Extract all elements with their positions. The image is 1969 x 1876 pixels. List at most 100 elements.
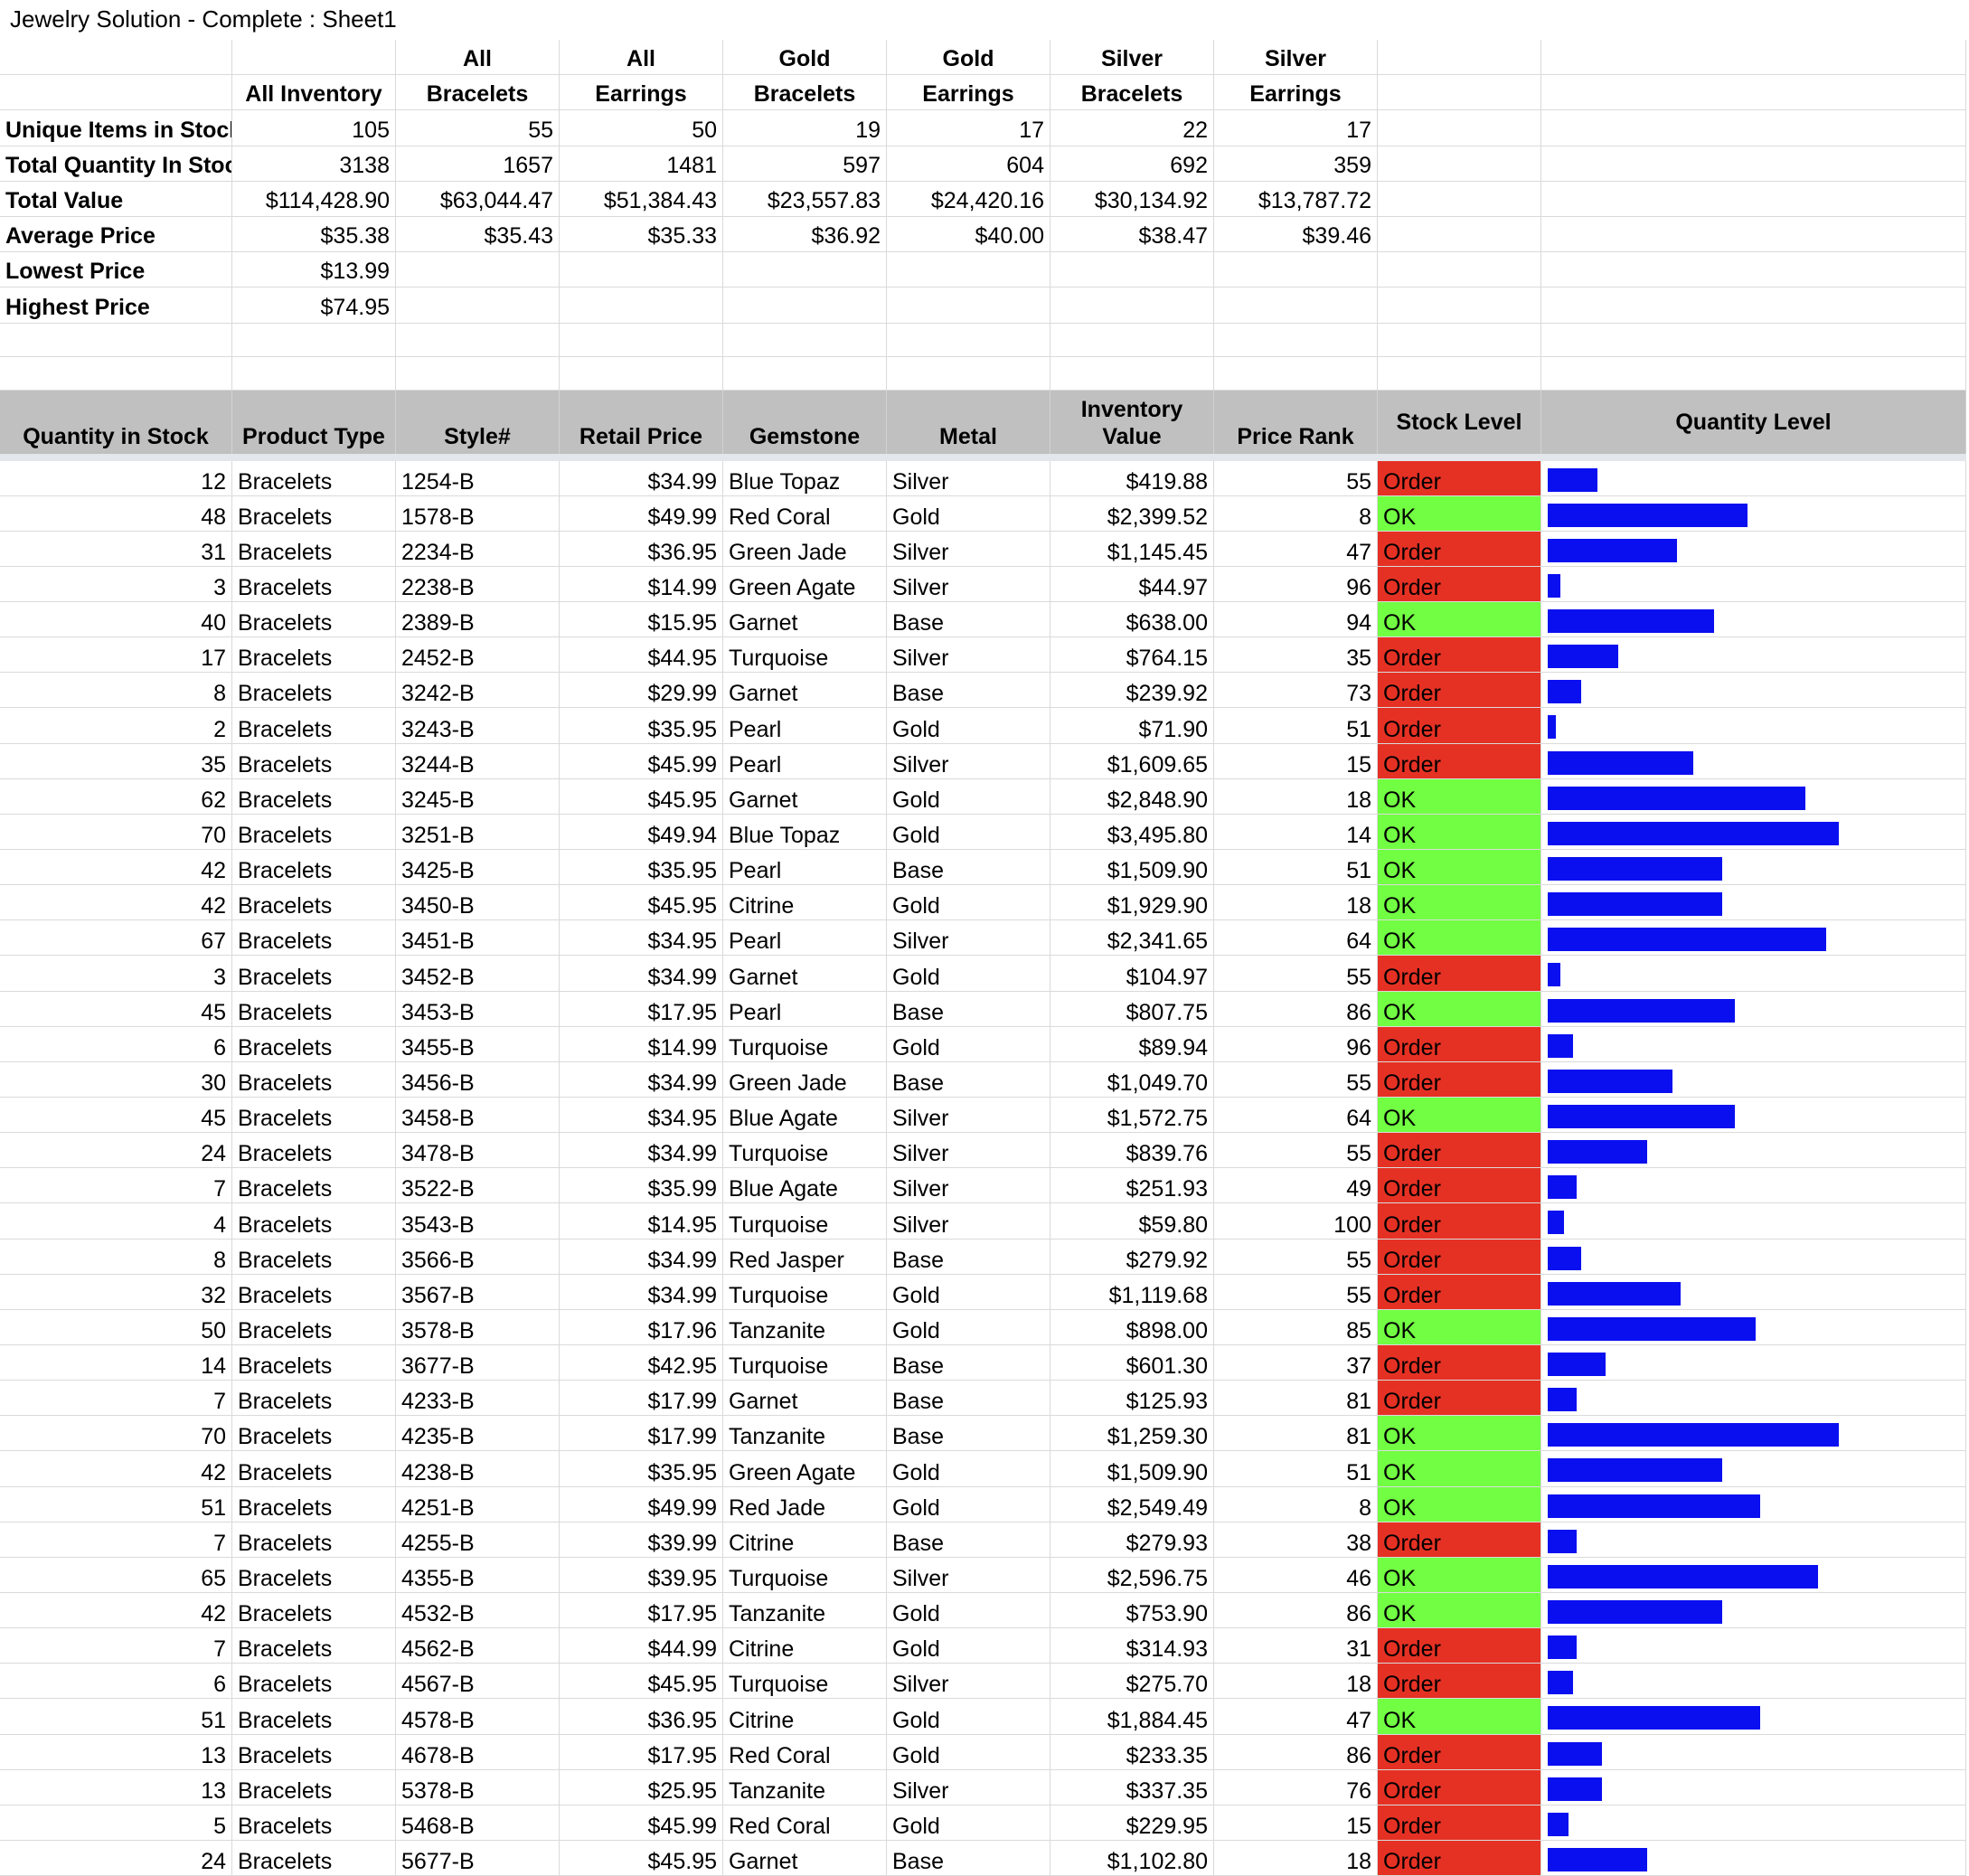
cell-qty[interactable]: 7 — [0, 1381, 232, 1416]
summary-cell[interactable]: 359 — [1214, 146, 1378, 182]
summary-cell[interactable]: 1481 — [560, 146, 723, 182]
cell-value[interactable]: $275.70 — [1050, 1664, 1214, 1699]
cell-qty[interactable]: 5 — [0, 1805, 232, 1841]
cell-stock-level[interactable]: Order — [1378, 1240, 1541, 1275]
empty-cell[interactable] — [887, 357, 1050, 391]
cell-metal[interactable]: Silver — [887, 567, 1050, 602]
summary-cell[interactable]: 17 — [887, 110, 1050, 146]
cell-value[interactable]: $2,848.90 — [1050, 779, 1214, 815]
cell-qty[interactable]: 70 — [0, 1416, 232, 1451]
cell-gem[interactable]: Garnet — [723, 779, 887, 815]
cell-price[interactable]: $34.99 — [560, 956, 723, 991]
summary-cell[interactable] — [1050, 288, 1214, 323]
cell-value[interactable]: $59.80 — [1050, 1203, 1214, 1239]
summary-cell[interactable]: $23,557.83 — [723, 182, 887, 217]
cell-style[interactable]: 4255-B — [396, 1522, 560, 1558]
cell-metal[interactable]: Silver — [887, 1770, 1050, 1805]
cell-price[interactable]: $17.99 — [560, 1381, 723, 1416]
cell-rank[interactable]: 15 — [1214, 744, 1378, 779]
cell-gem[interactable]: Turquoise — [723, 1027, 887, 1062]
cell-rank[interactable]: 38 — [1214, 1522, 1378, 1558]
cell-qty[interactable]: 31 — [0, 532, 232, 567]
cell-quantity-level[interactable] — [1541, 1240, 1966, 1275]
cell-type[interactable]: Bracelets — [232, 885, 396, 920]
summary-cell[interactable] — [560, 288, 723, 323]
cell-style[interactable]: 5677-B — [396, 1841, 560, 1876]
cell-qty[interactable]: 8 — [0, 1240, 232, 1275]
cell-price[interactable]: $17.95 — [560, 1735, 723, 1770]
cell-value[interactable]: $44.97 — [1050, 567, 1214, 602]
cell-value[interactable]: $1,509.90 — [1050, 1451, 1214, 1486]
cell-style[interactable]: 3567-B — [396, 1275, 560, 1310]
cell-type[interactable]: Bracelets — [232, 1133, 396, 1168]
cell-type[interactable]: Bracelets — [232, 1275, 396, 1310]
cell-stock-level[interactable]: OK — [1378, 1451, 1541, 1486]
cell-gem[interactable]: Blue Agate — [723, 1098, 887, 1133]
cell-rank[interactable]: 35 — [1214, 637, 1378, 673]
empty-cell[interactable] — [1050, 324, 1214, 357]
cell-type[interactable]: Bracelets — [232, 1062, 396, 1098]
cell-qty[interactable]: 6 — [0, 1027, 232, 1062]
cell-type[interactable]: Bracelets — [232, 1558, 396, 1593]
cell-gem[interactable]: Garnet — [723, 602, 887, 637]
cell-value[interactable]: $638.00 — [1050, 602, 1214, 637]
summary-cell[interactable] — [1541, 110, 1966, 146]
cell-value[interactable]: $233.35 — [1050, 1735, 1214, 1770]
cell-metal[interactable]: Base — [887, 1062, 1050, 1098]
summary-cell[interactable] — [1378, 182, 1541, 217]
cell-stock-level[interactable]: Order — [1378, 1805, 1541, 1841]
cell-type[interactable]: Bracelets — [232, 1416, 396, 1451]
cell-style[interactable]: 3243-B — [396, 708, 560, 743]
cell-qty[interactable]: 6 — [0, 1664, 232, 1699]
summary-cell[interactable] — [1541, 146, 1966, 182]
cell-rank[interactable]: 85 — [1214, 1310, 1378, 1345]
cell-qty[interactable]: 42 — [0, 885, 232, 920]
empty-cell[interactable] — [1050, 357, 1214, 391]
cell-quantity-level[interactable] — [1541, 1699, 1966, 1734]
cell-price[interactable]: $34.99 — [560, 1062, 723, 1098]
cell-rank[interactable]: 47 — [1214, 1699, 1378, 1734]
cell-quantity-level[interactable] — [1541, 1203, 1966, 1239]
cell-metal[interactable]: Silver — [887, 1664, 1050, 1699]
cell-style[interactable]: 4567-B — [396, 1664, 560, 1699]
cell-qty[interactable]: 3 — [0, 567, 232, 602]
cell-style[interactable]: 4238-B — [396, 1451, 560, 1486]
cell-stock-level[interactable]: Order — [1378, 532, 1541, 567]
cell-gem[interactable]: Pearl — [723, 744, 887, 779]
cell-metal[interactable]: Base — [887, 1345, 1050, 1381]
cell-metal[interactable]: Gold — [887, 1451, 1050, 1486]
cell-quantity-level[interactable] — [1541, 1062, 1966, 1098]
cell-type[interactable]: Bracelets — [232, 1664, 396, 1699]
cell-value[interactable]: $1,884.45 — [1050, 1699, 1214, 1734]
cell-type[interactable]: Bracelets — [232, 956, 396, 991]
cell-qty[interactable]: 7 — [0, 1628, 232, 1664]
cell-gem[interactable]: Turquoise — [723, 1558, 887, 1593]
cell-stock-level[interactable]: OK — [1378, 602, 1541, 637]
cell-metal[interactable]: Silver — [887, 637, 1050, 673]
summary-cell[interactable]: $63,044.47 — [396, 182, 560, 217]
cell-value[interactable]: $279.92 — [1050, 1240, 1214, 1275]
cell-type[interactable]: Bracelets — [232, 602, 396, 637]
cell-qty[interactable]: 35 — [0, 744, 232, 779]
cell-stock-level[interactable]: Order — [1378, 1168, 1541, 1203]
cell-price[interactable]: $35.95 — [560, 850, 723, 885]
cell-stock-level[interactable]: OK — [1378, 779, 1541, 815]
cell-price[interactable]: $14.99 — [560, 1027, 723, 1062]
cell-style[interactable]: 2389-B — [396, 602, 560, 637]
cell-quantity-level[interactable] — [1541, 885, 1966, 920]
cell-stock-level[interactable]: Order — [1378, 956, 1541, 991]
empty-cell[interactable] — [1378, 357, 1541, 391]
cell-stock-level[interactable]: Order — [1378, 1522, 1541, 1558]
summary-cell[interactable]: $13.99 — [232, 252, 396, 288]
summary-cell[interactable] — [1378, 252, 1541, 288]
summary-col-header[interactable] — [1541, 75, 1966, 110]
cell-gem[interactable]: Green Jade — [723, 1062, 887, 1098]
summary-cell[interactable]: 17 — [1214, 110, 1378, 146]
cell-style[interactable]: 3543-B — [396, 1203, 560, 1239]
cell-type[interactable]: Bracelets — [232, 1240, 396, 1275]
cell-qty[interactable]: 45 — [0, 1098, 232, 1133]
column-header-stock[interactable]: Stock Level — [1378, 391, 1541, 454]
cell-metal[interactable]: Gold — [887, 1805, 1050, 1841]
cell-metal[interactable]: Gold — [887, 1310, 1050, 1345]
cell-stock-level[interactable]: OK — [1378, 1593, 1541, 1628]
